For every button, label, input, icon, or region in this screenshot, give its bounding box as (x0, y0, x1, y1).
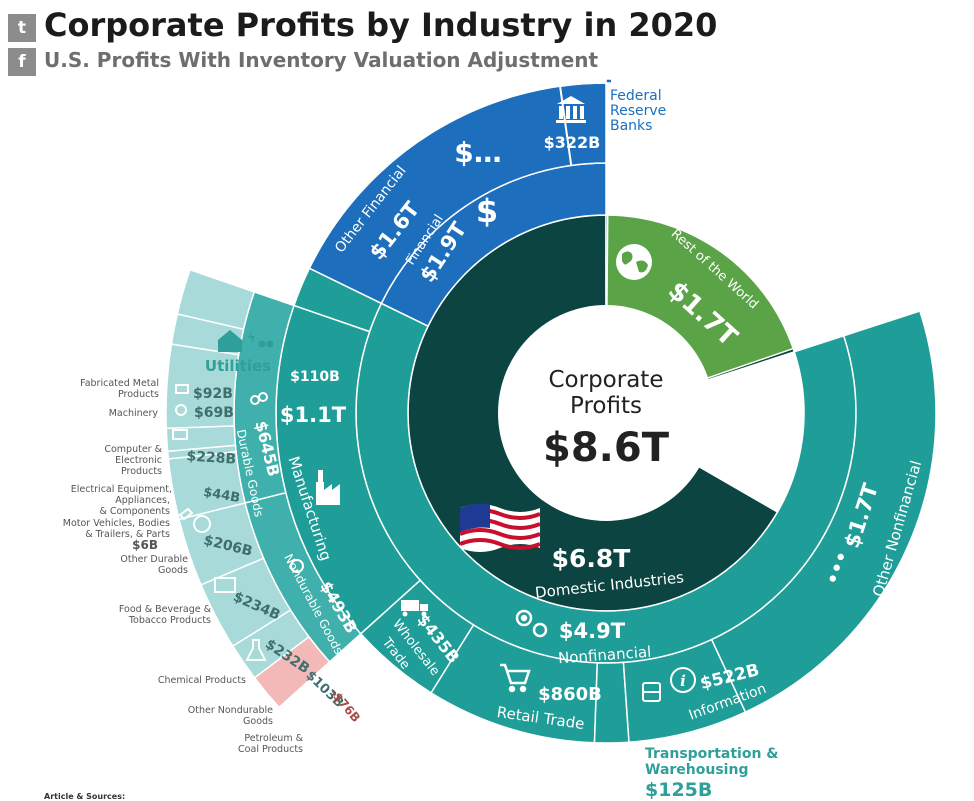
ond-label-1: Other Nondurable (188, 705, 273, 716)
gift-icon (214, 577, 236, 593)
fab-label-1: Fabricated Metal (80, 378, 159, 389)
frb-label-1: Federal (610, 88, 662, 104)
share-bar: t f (8, 14, 36, 82)
arc-elec (165, 425, 237, 453)
arc-pet (253, 635, 331, 709)
motor-value: $6B (132, 538, 158, 552)
elec-label-3: & Components (99, 506, 170, 517)
comp-label-3: Products (121, 466, 162, 477)
info-icon: i (670, 667, 696, 693)
elec-label-1: Electrical Equipment, (71, 484, 172, 495)
other-financial-icon: $… (454, 136, 501, 169)
truck-icon (401, 600, 428, 617)
mach-label: Machinery (109, 408, 159, 419)
durable-icon (250, 392, 268, 405)
arc-other-nonfinancial (710, 310, 937, 714)
retail-value: $860B (538, 684, 602, 705)
comp-label-2: Electronic (115, 455, 162, 466)
elec-label-2: Appliances, (115, 495, 170, 506)
fab-value: $92B (193, 386, 233, 402)
food-label-1: Food & Beverage & (119, 604, 212, 615)
chem-label: Chemical Products (158, 675, 246, 686)
center-value: $8.6T (543, 425, 670, 471)
frb-divider (559, 86, 573, 166)
arc-fab (176, 268, 256, 331)
frb-value: $322B (544, 133, 601, 152)
motor-label-2: & Trailers, & Parts (85, 529, 170, 540)
page-title: Corporate Profits by Industry in 2020 (44, 6, 718, 44)
machinery-icon (175, 404, 187, 416)
computer-icon (172, 429, 188, 440)
utilities-icon (218, 330, 274, 352)
motor-label-1: Motor Vehicles, Bodies (63, 518, 170, 529)
pet-label-1: Petroleum & (244, 733, 303, 744)
utilities-label: Utilities (205, 357, 271, 375)
twitter-icon[interactable]: t (8, 14, 36, 42)
ond-label-2: Goods (243, 716, 273, 727)
plug-icon (178, 507, 194, 521)
arc-odg (167, 451, 246, 521)
bank-icon (556, 96, 586, 123)
arc-frb-outer (559, 82, 607, 87)
facebook-icon[interactable]: f (8, 48, 36, 76)
food-label-2: Tobacco Products (128, 615, 211, 626)
oil-icon (314, 709, 325, 720)
footer-note: Article & Sources: (44, 792, 126, 801)
arc-utilities (293, 267, 383, 333)
financial-dollar-icon: $ (476, 192, 498, 230)
bus-icon (642, 682, 661, 702)
center-circle (498, 305, 714, 521)
odg-label-1: Other Durable (120, 554, 188, 565)
arc-frb-join (605, 78, 613, 84)
arc-information (622, 638, 747, 743)
metal-icon (175, 384, 189, 394)
center-label-line1: Corporate (549, 367, 664, 393)
cart-icon (500, 663, 531, 693)
elec-value: $44B (202, 485, 241, 506)
comp-label-1: Computer & (104, 444, 162, 455)
domestic-value: $6.8T (552, 544, 631, 573)
arc-wholesale (359, 579, 475, 694)
mach-value: $69B (194, 405, 234, 421)
nondurable-icon (290, 559, 304, 573)
frb-label-3: Banks (610, 118, 652, 134)
outer-ring-labels: Fabricated Metal Products Machinery Comp… (63, 378, 304, 755)
fab-label-2: Products (118, 389, 159, 400)
arc-food (178, 502, 265, 586)
nonfinancial-value: $4.9T (559, 619, 626, 643)
outer-ring-icons (172, 384, 325, 720)
manufacturing-value: $1.1T (280, 403, 347, 427)
recycle-icon (193, 515, 211, 533)
arc-transport (593, 661, 630, 744)
us-flag-icon (459, 503, 541, 552)
comp-value: $228B (186, 448, 237, 467)
svg-text:i: i (680, 672, 686, 690)
gears-icon (515, 609, 548, 638)
frb-label-2: Reserve (610, 103, 666, 119)
arc-chem (199, 557, 292, 648)
ond-recycle-icon (292, 696, 306, 710)
pet-label-2: Coal Products (238, 744, 303, 755)
globe-icon (616, 244, 652, 280)
factory-icon (316, 470, 340, 505)
flask-icon (245, 639, 267, 661)
transport-label-1: Transportation & (645, 746, 779, 762)
transport-value: $125B (645, 779, 712, 801)
page-subtitle: U.S. Profits With Inventory Valuation Ad… (44, 48, 599, 72)
center-label-line2: Profits (570, 393, 642, 419)
arc-comp (165, 343, 240, 430)
utilities-value: $110B (290, 369, 340, 385)
transport-label-2: Warehousing (645, 762, 748, 778)
odg-label-2: Goods (158, 565, 188, 576)
